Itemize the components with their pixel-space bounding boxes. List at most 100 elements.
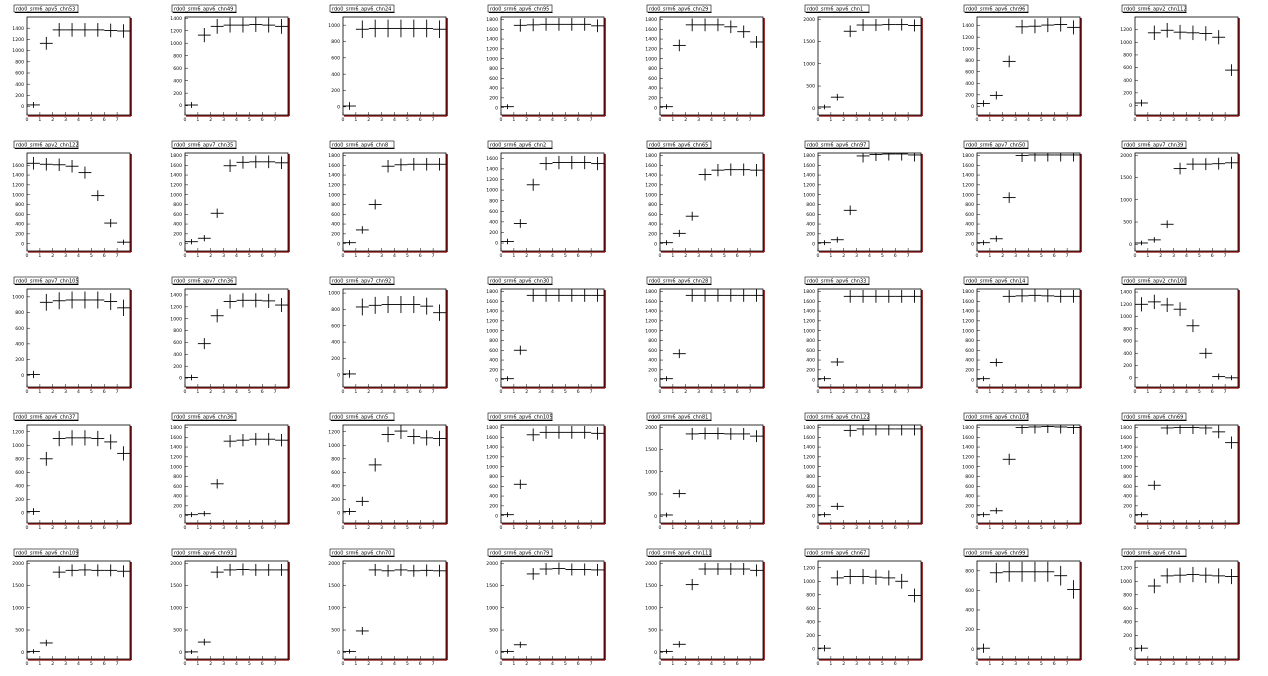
- data-point: [672, 229, 686, 237]
- x-tick-label: 1: [1146, 661, 1149, 667]
- x-tick-label: 4: [710, 661, 713, 667]
- x-tick-label: 5: [723, 253, 726, 259]
- x-tick-label: 6: [736, 117, 739, 123]
- data-point: [433, 20, 446, 39]
- y-tick-label: 1400: [803, 173, 815, 179]
- y-tick-label: 1200: [962, 454, 974, 460]
- chart-title: rdo0_srm6_apv6_chn29: [649, 6, 708, 12]
- data-point: [1199, 567, 1213, 583]
- histogram-panel: rdo0_srm6_apv2_chn1220200400600800100012…: [12, 140, 132, 259]
- y-tick-label: 200: [648, 95, 657, 101]
- data-point: [818, 512, 831, 518]
- x-tick-label: 2: [684, 661, 687, 667]
- histogram-panel: rdo0_srm6_apv6_chn3602004006008001000120…: [170, 412, 290, 531]
- data-point: [1160, 568, 1174, 584]
- x-tick-label: 5: [881, 253, 884, 259]
- y-tick-label: 400: [489, 494, 498, 500]
- data-point: [578, 289, 592, 302]
- data-point: [501, 512, 514, 518]
- y-tick-label: 600: [1123, 339, 1132, 345]
- y-tick-label: 600: [173, 212, 182, 218]
- y-tick-label: 0: [179, 241, 182, 247]
- y-tick-label: 800: [331, 456, 340, 462]
- x-tick-label: 3: [538, 117, 541, 123]
- x-tick-label: 2: [525, 253, 528, 259]
- y-tick-label: 400: [15, 82, 24, 88]
- data-point: [513, 219, 527, 228]
- data-point: [1199, 425, 1213, 435]
- x-tick-label: 1: [988, 117, 991, 123]
- x-tick-label: 5: [406, 117, 409, 123]
- x-tick-label: 7: [274, 117, 277, 123]
- data-point: [698, 427, 712, 440]
- y-tick-label: 1600: [328, 163, 340, 169]
- x-tick-label: 2: [525, 525, 528, 531]
- x-tick-label: 5: [90, 117, 93, 123]
- y-tick-label: 200: [1123, 503, 1132, 509]
- x-tick-label: 2: [51, 253, 54, 259]
- data-point: [249, 17, 263, 32]
- data-point: [830, 358, 844, 367]
- y-tick-label: 1000: [486, 605, 498, 611]
- data-point: [65, 159, 79, 173]
- y-tick-label: 1000: [12, 605, 24, 611]
- histogram-panel: rdo0_srm6_apv7_chn3502004006008001000120…: [170, 140, 290, 259]
- data-point: [501, 649, 514, 654]
- y-tick-label: 400: [965, 608, 974, 614]
- data-point: [1186, 425, 1200, 434]
- y-tick-label: 1200: [328, 182, 340, 188]
- y-tick-label: 0: [21, 241, 24, 247]
- y-tick-label: 1600: [12, 163, 24, 169]
- y-tick-label: 1200: [486, 46, 498, 52]
- x-tick-label: 7: [1066, 525, 1069, 531]
- y-tick-label: 600: [331, 212, 340, 218]
- y-tick-label: 400: [965, 81, 974, 87]
- title-box: rdo0_srm6_apv6_chn2: [487, 140, 553, 149]
- x-tick-label: 6: [736, 525, 739, 531]
- histogram-panel: rdo0_srm6_apv6_chn4902004006008001000120…: [170, 4, 290, 123]
- x-tick-label: 5: [406, 253, 409, 259]
- data-point: [660, 376, 673, 382]
- y-tick-label: 800: [806, 338, 815, 344]
- y-tick-label: 600: [489, 484, 498, 490]
- plot-frame: [1134, 152, 1239, 252]
- y-tick-label: 200: [806, 503, 815, 509]
- data-point: [1015, 289, 1029, 303]
- data-point: [275, 298, 288, 312]
- y-tick-label: 400: [331, 483, 340, 489]
- data-point: [262, 293, 276, 308]
- data-point: [1135, 99, 1148, 107]
- data-point: [843, 205, 857, 216]
- y-tick-label: 600: [15, 71, 24, 77]
- y-tick-label: 1200: [12, 182, 24, 188]
- x-tick-label: 6: [419, 525, 422, 531]
- plot-frame: [26, 424, 131, 524]
- y-tick-label: 200: [173, 503, 182, 509]
- x-tick-label: 2: [209, 389, 212, 395]
- data-point: [1173, 425, 1187, 434]
- y-tick-label: 200: [331, 231, 340, 237]
- data-point: [223, 294, 237, 309]
- y-tick-label: 1200: [803, 454, 815, 460]
- y-tick-label: 1000: [170, 192, 182, 198]
- x-tick-label: 2: [684, 253, 687, 259]
- y-tick-label: 1800: [486, 17, 498, 23]
- x-tick-label: 3: [380, 661, 383, 667]
- data-point: [1002, 192, 1016, 203]
- histogram-panel: rdo0_srm6_apv6_chn2 0 200 400 600 800 1000 1200…: [486, 140, 606, 259]
- x-tick-label: 4: [1027, 253, 1030, 259]
- y-tick-label: 600: [965, 348, 974, 354]
- x-tick-label: 0: [1134, 389, 1137, 395]
- data-point: [27, 102, 40, 108]
- data-point: [1002, 289, 1016, 303]
- y-tick-label: 1000: [486, 56, 498, 62]
- data-point: [977, 240, 990, 246]
- y-tick-label: 600: [965, 212, 974, 218]
- y-tick-label: 1000: [12, 192, 24, 198]
- y-tick-label: 600: [15, 326, 24, 332]
- data-point: [660, 104, 673, 110]
- data-point: [1199, 348, 1213, 359]
- data-point: [750, 564, 763, 577]
- y-tick-label: 1600: [486, 27, 498, 33]
